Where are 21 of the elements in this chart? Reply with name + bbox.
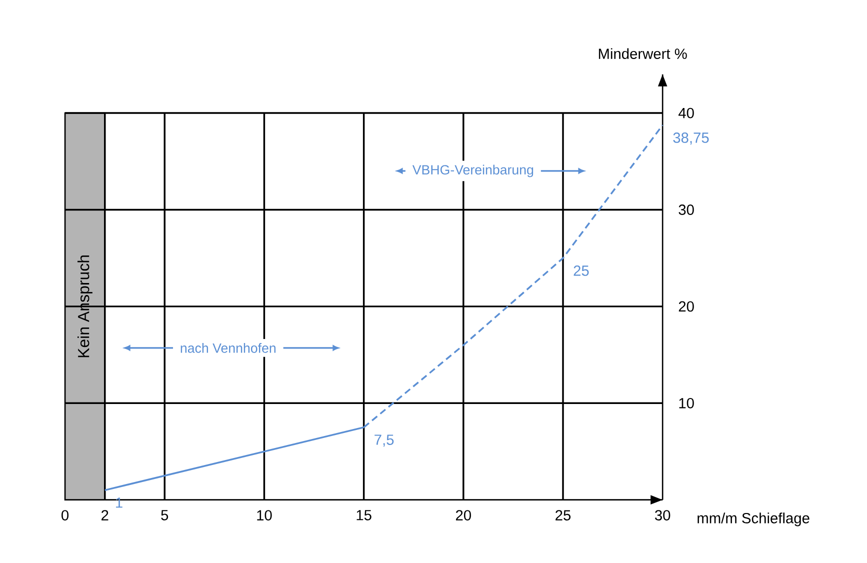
x-tick-label: 15	[356, 510, 372, 520]
y-axis-title: Minderwert %	[598, 48, 687, 60]
x-tick-label: 20	[456, 510, 471, 521]
y-tick-label: 10	[679, 398, 694, 408]
y-tick-label: 30	[678, 204, 694, 215]
data-label: 1	[116, 498, 122, 508]
x-tick-label: 0	[62, 510, 69, 521]
x-tick-label: 25	[556, 510, 571, 521]
band-label: Kein Anspruch	[77, 256, 92, 358]
x-axis-title: mm/m Schieflage	[698, 512, 810, 526]
y-tick-label: 40	[678, 108, 694, 118]
data-label: 7,5	[374, 434, 394, 447]
x-tick-label: 10	[257, 510, 272, 521]
x-tick-label: 2	[102, 510, 108, 520]
data-label: 38,75	[673, 132, 709, 145]
annotation: VBHG-Vereinbarung	[412, 164, 534, 178]
data-label: 25	[574, 266, 589, 276]
y-tick-label: 20	[678, 301, 694, 312]
x-tick-label: 30	[655, 510, 670, 521]
x-tick-label: 5	[161, 510, 168, 520]
annotation: nach Vennhofen	[180, 343, 276, 353]
